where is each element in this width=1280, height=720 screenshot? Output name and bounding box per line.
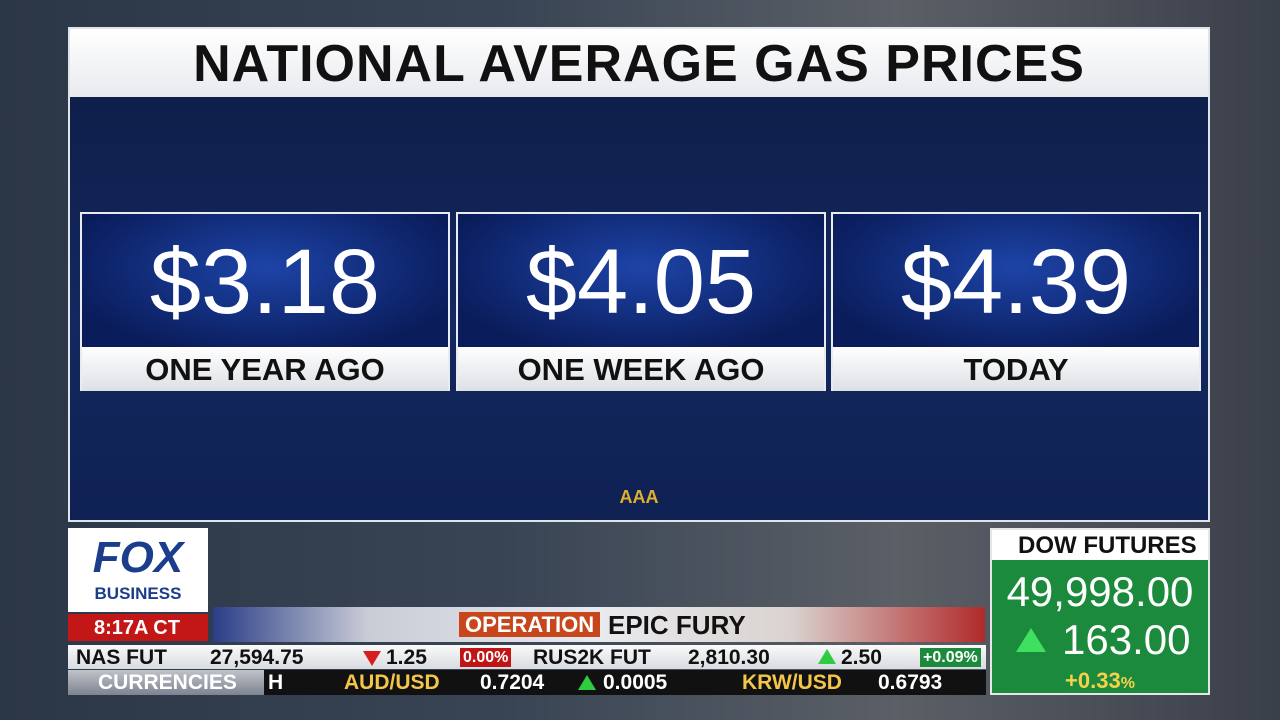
percent-sign: % — [1120, 675, 1135, 692]
ticker-label: CURRENCIES — [68, 670, 264, 695]
ticker-symbol: H — [268, 671, 284, 694]
ticker-price: 0.7204 — [480, 671, 545, 694]
ticker-symbol: KRW/USD — [742, 671, 842, 694]
ticker-symbol: AUD/USD — [344, 671, 440, 694]
ticker-row: CURRENCIES H AUD/USD 0.7204 0.0005 KRW/U… — [68, 670, 986, 695]
title: NATIONAL AVERAGE GAS PRICES — [70, 29, 1208, 97]
ticker-change: 0.0005 — [603, 671, 668, 694]
up-arrow — [1016, 628, 1046, 652]
banner: OPERATION EPIC FURY — [213, 607, 985, 642]
up-arrow — [818, 649, 836, 664]
gas-panel: NATIONAL AVERAGE GAS PRICES $3.18 ONE YE… — [68, 27, 1210, 522]
up-arrow — [578, 675, 596, 690]
down-arrow — [363, 651, 381, 666]
banner-prefix: OPERATION — [459, 612, 601, 637]
price: $4.39 — [833, 214, 1199, 347]
ticker-price: 2,810.30 — [688, 646, 770, 669]
price: $3.18 — [82, 214, 448, 347]
ticker-price: 0.6793 — [878, 671, 943, 694]
price-label: TODAY — [833, 347, 1199, 391]
logo-fox: FOX — [92, 533, 184, 582]
price-card: $4.05 ONE WEEK AGO — [456, 212, 826, 391]
price-card: $4.39 TODAY — [831, 212, 1201, 391]
ticker-percent: 0.00% — [460, 648, 512, 667]
dow-value: 49,998.00 — [1006, 568, 1194, 615]
dow-change: 163.00 — [1062, 616, 1191, 663]
dow-box: DOW FUTURES 49,998.00 163.00 +0.33% — [990, 528, 1210, 695]
clock: 8:17A CT — [68, 614, 208, 641]
ticker-price: 27,594.75 — [210, 646, 304, 669]
price-label: ONE WEEK AGO — [458, 347, 824, 391]
price-label: ONE YEAR AGO — [82, 347, 448, 391]
ticker-symbol: NAS FUT — [76, 646, 167, 669]
dow-percent-value: +0.33 — [1065, 668, 1121, 693]
price-card: $3.18 ONE YEAR AGO — [80, 212, 450, 391]
ticker-change: 2.50 — [841, 646, 882, 669]
price: $4.05 — [458, 214, 824, 347]
dow-percent: +0.33% — [992, 668, 1208, 694]
logo: FOX BUSINESS — [68, 528, 208, 612]
logo-business: BUSINESS — [94, 584, 182, 603]
ticker-row: NAS FUT 27,594.75 1.25 0.00% RUS2K FUT 2… — [68, 645, 986, 669]
dow-title: DOW FUTURES — [992, 530, 1208, 560]
source: AAA — [619, 487, 659, 507]
ticker-symbol: RUS2K FUT — [533, 646, 651, 669]
ticker-percent: +0.09% — [920, 648, 981, 667]
ticker-change: 1.25 — [386, 646, 427, 669]
banner-text: EPIC FURY — [608, 610, 746, 640]
